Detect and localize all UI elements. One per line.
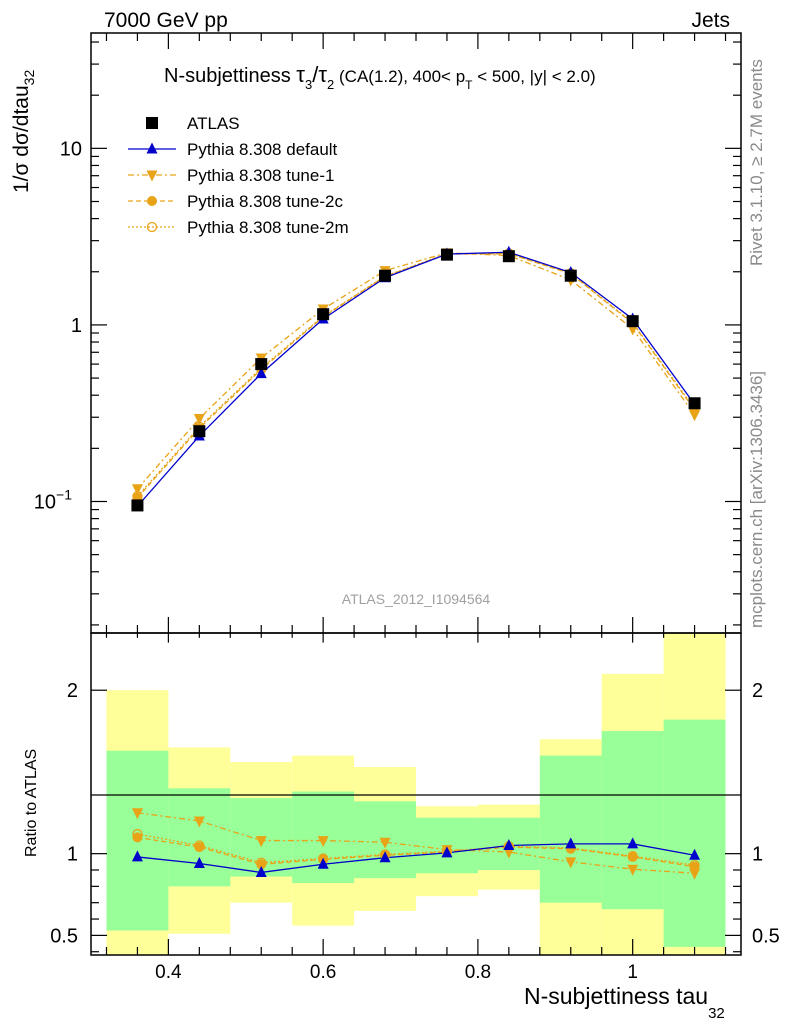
y-tick-label: 10−1 xyxy=(34,486,72,513)
data-point-atlas xyxy=(688,397,701,410)
ratio-point-tune1 xyxy=(627,864,639,876)
ratio-point-tune1 xyxy=(255,836,267,848)
ratio-y-tick-label: 0.5 xyxy=(50,925,78,947)
series-markers xyxy=(131,245,701,880)
x-tick-label: 0.4 xyxy=(155,962,182,983)
ratio-y-tick-label: 2 xyxy=(67,680,78,702)
ratio-point-default xyxy=(193,856,205,868)
data-point-atlas xyxy=(502,250,515,263)
data-point-atlas xyxy=(131,499,144,512)
ratio-point-default xyxy=(689,848,701,860)
ratio-line-tune1 xyxy=(137,812,695,874)
legend-label-tune1: Pythia 8.308 tune-1 xyxy=(187,166,334,185)
legend-label-default: Pythia 8.308 default xyxy=(187,140,338,159)
legend-label-atlas: ATLAS xyxy=(187,114,240,133)
data-point-atlas xyxy=(626,315,639,328)
data-point-tune1 xyxy=(689,410,701,422)
ratio-point-tune1 xyxy=(565,857,577,869)
ratio-point-default xyxy=(503,838,515,850)
ratio-point-tune1 xyxy=(193,816,205,828)
x-tick-label: 0.6 xyxy=(310,962,336,983)
ratio-point-tune2c xyxy=(194,842,205,853)
rivet-version-text: Rivet 3.1.10, ≥ 2.7M events xyxy=(747,59,766,266)
series-line-default xyxy=(136,251,696,507)
x-tick-label: 1 xyxy=(627,962,638,983)
ratio-point-default xyxy=(379,851,391,863)
axis-ticks: 0.4 0.6 0.8 1 10−1 1 10 0.5 0.5 1 1 2 2 xyxy=(34,33,780,983)
ratio-point-default xyxy=(131,850,143,862)
series-lines xyxy=(136,251,696,874)
legend-marker-tune2m xyxy=(146,221,158,233)
band-green-bin xyxy=(168,788,231,887)
x-tick-label: 0.8 xyxy=(465,962,491,983)
data-point-tune1 xyxy=(193,414,205,426)
series-line-tune2c xyxy=(136,253,696,499)
series-line-tune1 xyxy=(136,252,696,490)
data-point-atlas xyxy=(193,425,206,438)
legend-marker-default xyxy=(146,142,158,154)
x-axis-label: N-subjettiness tau32 xyxy=(524,983,725,1022)
band-green-bin xyxy=(663,719,726,947)
legend-marker-tune1 xyxy=(146,170,158,182)
series-line-tune2m xyxy=(136,252,696,497)
ratio-y-tick-label-right: 1 xyxy=(752,844,763,866)
ratio-line-tune2m xyxy=(137,833,695,866)
ratio-y-tick-label-right: 0.5 xyxy=(752,925,780,947)
ratio-point-tune1 xyxy=(317,836,329,848)
ratio-point-tune2c xyxy=(627,851,638,862)
legend-marker-tune2c xyxy=(147,196,157,206)
band-green-bin xyxy=(539,755,602,903)
analysis-watermark: ATLAS_2012_I1094564 xyxy=(342,591,491,607)
y-tick-label: 1 xyxy=(71,315,82,337)
data-point-atlas xyxy=(564,269,577,282)
data-point-atlas xyxy=(440,248,453,261)
ratio-point-default xyxy=(255,865,267,877)
legend-marker-atlas xyxy=(146,117,158,129)
ratio-point-default xyxy=(317,857,329,869)
legend-label-tune2c: Pythia 8.308 tune-2c xyxy=(187,192,343,211)
data-point-default xyxy=(255,367,267,379)
ratio-point-default xyxy=(565,837,577,849)
ratio-point-default xyxy=(627,837,639,849)
legend-label-tune2m: Pythia 8.308 tune-2m xyxy=(187,218,349,237)
ratio-line-default xyxy=(137,843,695,874)
chart-title: N-subjettiness τ3/τ2 (CA(1.2), 400< pT <… xyxy=(164,62,596,92)
source-reference-text: mcplots.cern.ch [arXiv:1306.3436] xyxy=(747,371,766,628)
ratio-y-tick-label: 1 xyxy=(67,844,78,866)
ratio-point-tune2c xyxy=(256,859,267,870)
data-point-atlas xyxy=(255,358,268,371)
ratio-point-tune2c xyxy=(132,832,143,843)
ratio-point-tune1 xyxy=(131,808,143,820)
ratio-point-tune1 xyxy=(379,837,391,849)
header-category: Jets xyxy=(691,9,730,32)
ratio-y-axis-label: Ratio to ATLAS xyxy=(23,749,40,857)
y-axis-label: 1/σ dσ/dtau32 xyxy=(10,70,37,193)
ratio-point-tune1 xyxy=(689,868,701,880)
data-point-atlas xyxy=(317,308,330,321)
ratio-point-tune1 xyxy=(503,847,515,859)
y-tick-label: 10 xyxy=(60,138,82,160)
ratio-y-tick-label-right: 2 xyxy=(752,680,763,702)
band-green-bin xyxy=(601,731,664,910)
data-point-tune1 xyxy=(131,484,143,496)
header-energy: 7000 GeV pp xyxy=(104,9,228,32)
ratio-line-tune2c xyxy=(137,836,695,868)
data-point-atlas xyxy=(379,269,392,282)
ratio-point-default xyxy=(441,846,453,858)
legend: ATLAS Pythia 8.308 default Pythia 8.308 tu… xyxy=(128,114,349,237)
